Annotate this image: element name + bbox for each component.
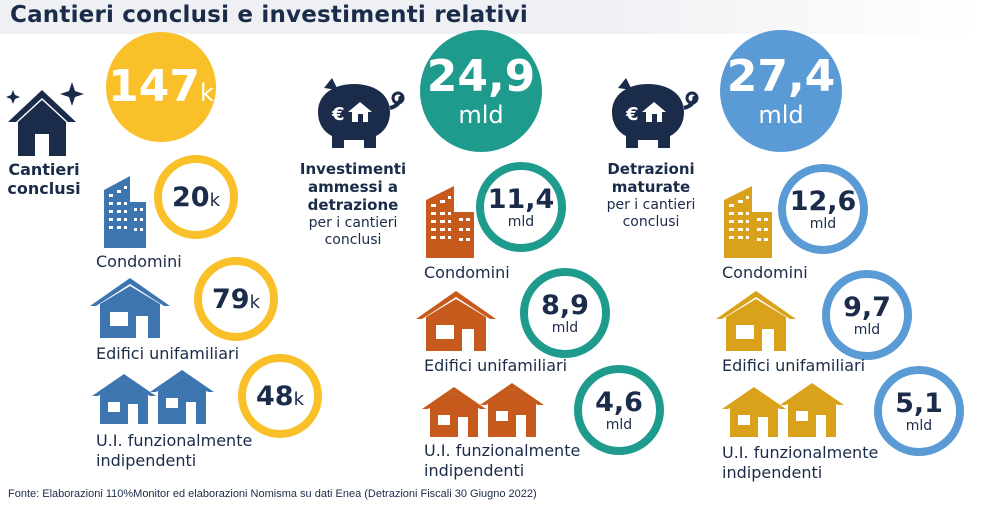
col1-ui-label: U.I. funzionalmente indipendenti — [96, 431, 253, 470]
col1-total-circle: 147 k — [106, 32, 216, 142]
col1-condomini-label: Condomini — [96, 252, 182, 271]
building-icon — [724, 186, 772, 258]
col2-ui-label: U.I. funzionalmente indipendenti — [424, 441, 581, 480]
piggy-bank-icon: € — [318, 78, 405, 148]
two-houses-icon — [722, 383, 844, 437]
col3-condomini-circle: 12,6 mld — [778, 164, 868, 254]
two-houses-icon — [422, 383, 544, 437]
source-note: Fonte: Elaborazioni 110%Monitor ed elabo… — [8, 488, 537, 500]
title-bar — [0, 0, 981, 34]
col1-unifamiliari-label: Edifici unifamiliari — [96, 344, 240, 363]
col3-ui-label: U.I. funzionalmente indipendenti — [722, 443, 879, 482]
col3-total-circle: 27,4 mld — [720, 30, 842, 152]
col3-heading: Detrazioni maturate — [607, 160, 695, 196]
col2-total-circle: 24,9 mld — [420, 30, 542, 152]
col3-ui-circle: 5,1 mld — [874, 366, 964, 456]
col1-heading: Cantieri conclusi — [7, 160, 81, 199]
piggy-bank-icon: € — [612, 78, 699, 148]
col3-unifamiliari-label: Edifici unifamiliari — [722, 356, 866, 375]
house-icon — [716, 291, 796, 351]
col2-subheading: per i cantieri conclusi — [308, 215, 398, 248]
col2-heading: Investimenti ammessi a detrazione — [299, 160, 407, 214]
house-sparkle-icon — [6, 82, 84, 156]
col3-condomini-label: Condomini — [722, 263, 808, 282]
two-houses-icon — [92, 370, 214, 424]
house-icon — [416, 291, 496, 351]
col1-condomini-circle: 20 k — [154, 155, 238, 239]
col3-subheading: per i cantieri conclusi — [606, 197, 696, 230]
house-icon — [90, 278, 170, 338]
page-title: Cantieri conclusi e investimenti relativ… — [10, 2, 528, 28]
col1-ui-circle: 48 k — [238, 354, 322, 438]
col2-unifamiliari-circle: 8,9 mld — [520, 268, 610, 358]
col3-unifamiliari-circle: 9,7 mld — [822, 270, 912, 360]
col2-ui-circle: 4,6 mld — [574, 365, 664, 455]
col2-condomini-circle: 11,4 mld — [476, 162, 566, 252]
col2-condomini-label: Condomini — [424, 263, 510, 282]
building-icon — [104, 176, 146, 248]
col1-unifamiliari-circle: 79 k — [194, 257, 278, 341]
building-icon — [426, 186, 474, 258]
svg-text:€: € — [625, 104, 639, 125]
col2-unifamiliari-label: Edifici unifamiliari — [424, 356, 568, 375]
svg-text:€: € — [331, 104, 345, 125]
